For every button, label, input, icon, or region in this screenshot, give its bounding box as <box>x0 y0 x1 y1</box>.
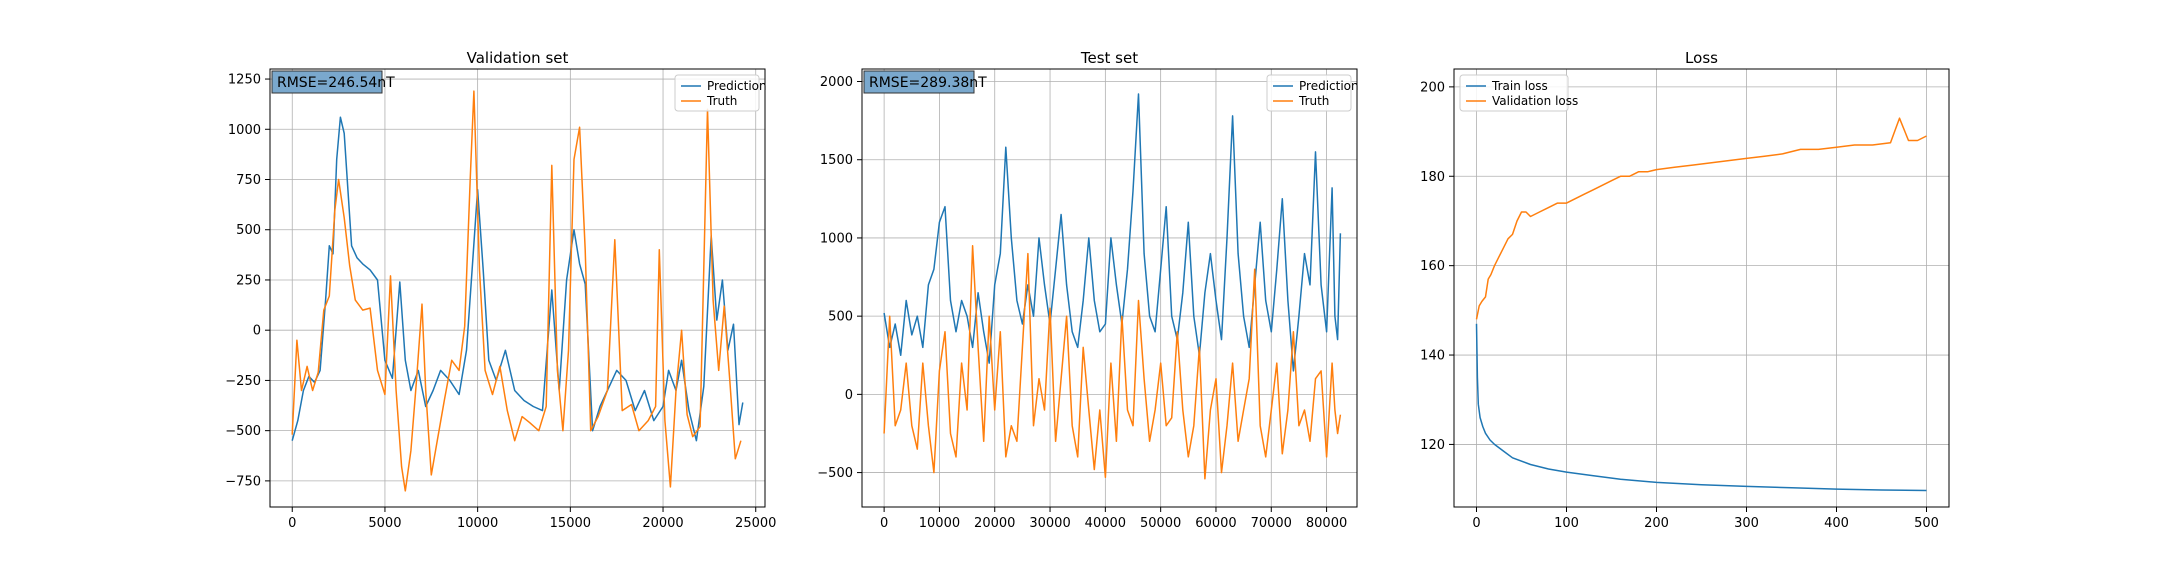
y-tick-label: 1000 <box>228 123 261 138</box>
series-line-train-loss <box>1475 323 1927 492</box>
y-tick-label: 2000 <box>820 75 853 90</box>
legend-label: Truth <box>1298 94 1329 108</box>
x-tick-label: 20000 <box>974 516 1015 531</box>
x-tick-label: 400 <box>1824 516 1849 531</box>
rmse-annotation: RMSE=289.38nT <box>863 70 987 94</box>
y-tick-label: −500 <box>817 466 853 481</box>
plot-frame <box>1453 68 1950 508</box>
y-tick-label: 140 <box>1420 349 1445 364</box>
y-tick-label: −250 <box>225 374 261 389</box>
rmse-annotation: RMSE=246.54nT <box>271 70 395 94</box>
y-tick-label: 250 <box>236 273 261 288</box>
legend-label: Validation loss <box>1492 94 1578 108</box>
legend-label: Truth <box>706 94 737 108</box>
y-tick-label: 160 <box>1420 259 1445 274</box>
chart-panel-0: 0 5000 10000 15000 20000 25000 −750 −500 −250 0 25… <box>225 49 776 531</box>
y-tick-label: 1500 <box>820 153 853 168</box>
chart-title: Test set <box>1080 49 1138 67</box>
plot-frame <box>861 68 1358 508</box>
x-tick-label: 5000 <box>368 516 401 531</box>
series-line-prediction <box>883 93 1342 372</box>
x-tick-label: 60000 <box>1195 516 1236 531</box>
y-tick-label: 500 <box>236 223 261 238</box>
y-tick-label: 0 <box>845 388 853 403</box>
x-tick-label: 0 <box>880 516 888 531</box>
plot-area <box>1454 69 1949 507</box>
legend-box <box>1266 74 1352 112</box>
x-tick-label: 25000 <box>735 516 776 531</box>
series-line-truth <box>883 245 1342 480</box>
x-tick-label: 70000 <box>1251 516 1292 531</box>
chart-title: Validation set <box>467 49 569 67</box>
series-line-validation-loss <box>1475 117 1927 320</box>
series-line-prediction <box>291 116 744 442</box>
legend-label: Train loss <box>1491 79 1548 93</box>
x-tick-label: 200 <box>1644 516 1669 531</box>
x-tick-label: 30000 <box>1029 516 1070 531</box>
x-tick-label: 300 <box>1734 516 1759 531</box>
legend-box <box>1459 74 1569 112</box>
y-tick-label: 500 <box>828 310 853 325</box>
legend-label: Prediction <box>707 79 767 93</box>
plot-frame <box>269 68 766 508</box>
x-tick-label: 500 <box>1914 516 1939 531</box>
chart-panel-1: 0 10000 20000 30000 40000 50000 60000 70000 8000… <box>817 49 1358 531</box>
y-tick-label: −500 <box>225 424 261 439</box>
chart-title: Loss <box>1685 49 1718 67</box>
annotation-text: RMSE=246.54nT <box>277 75 395 91</box>
x-tick-label: 20000 <box>642 516 683 531</box>
x-tick-label: 100 <box>1554 516 1579 531</box>
x-tick-label: 40000 <box>1085 516 1126 531</box>
x-tick-label: 50000 <box>1140 516 1181 531</box>
x-tick-label: 15000 <box>550 516 591 531</box>
y-tick-label: 200 <box>1420 80 1445 95</box>
annotation-box <box>271 70 383 94</box>
y-tick-label: 120 <box>1420 438 1445 453</box>
legend-label: Prediction <box>1299 79 1359 93</box>
series-line-truth <box>291 90 742 492</box>
y-tick-label: 0 <box>253 324 261 339</box>
y-tick-label: 1250 <box>228 73 261 88</box>
x-tick-label: 0 <box>1472 516 1480 531</box>
x-tick-label: 0 <box>288 516 296 531</box>
y-tick-label: 1000 <box>820 231 853 246</box>
annotation-text: RMSE=289.38nT <box>869 75 987 91</box>
y-tick-label: 180 <box>1420 170 1445 185</box>
annotation-box <box>863 70 975 94</box>
y-tick-label: 750 <box>236 173 261 188</box>
legend-box <box>674 74 760 112</box>
x-tick-label: 10000 <box>919 516 960 531</box>
x-tick-label: 10000 <box>457 516 498 531</box>
chart-panel-2: 0 100 200 300 400 500 120 140 160 180 200 Loss Train… <box>1420 49 1950 531</box>
y-tick-label: −750 <box>225 474 261 489</box>
x-tick-label: 80000 <box>1306 516 1347 531</box>
